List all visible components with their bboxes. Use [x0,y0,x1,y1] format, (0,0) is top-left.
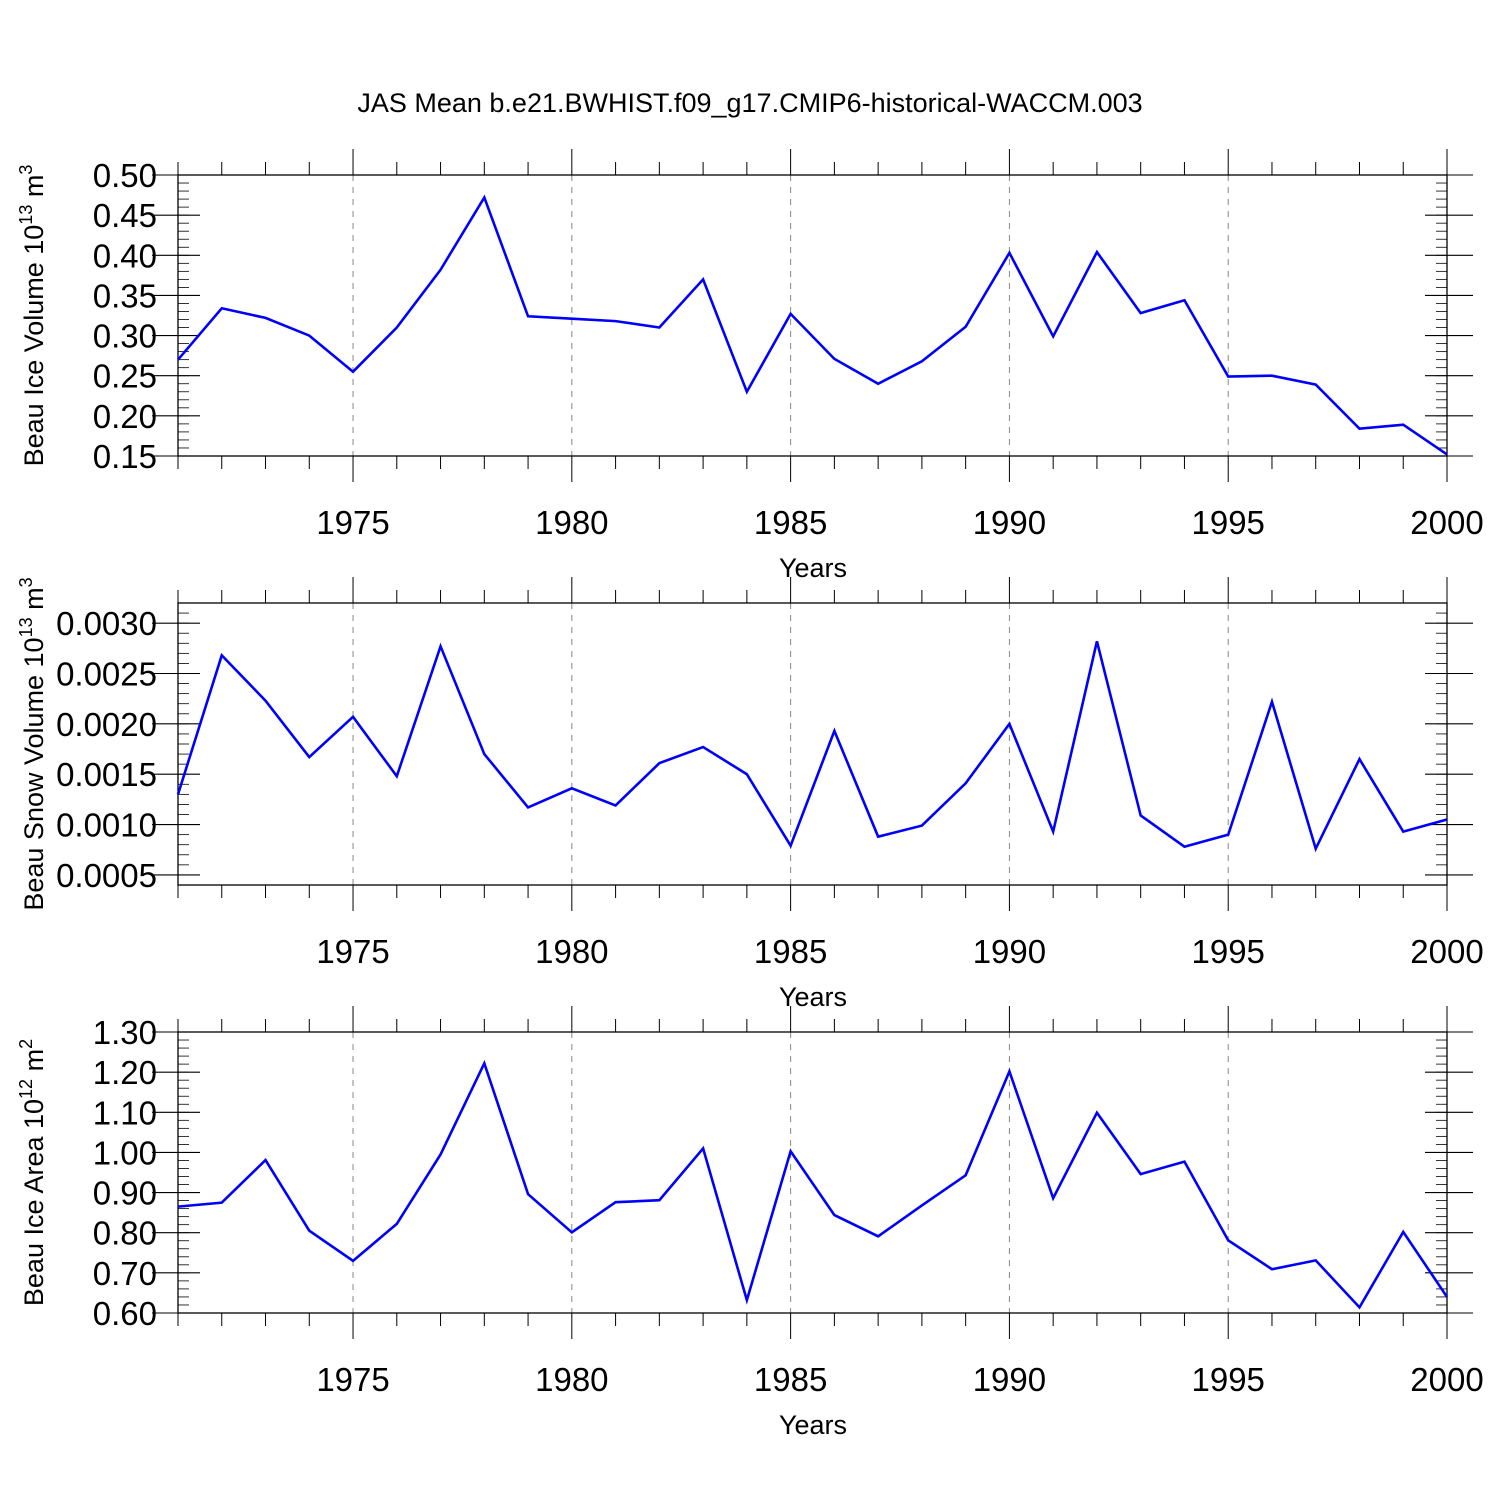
x-tick-label: 1975 [316,933,389,970]
y-tick-label: 1.20 [93,1054,157,1091]
x-tick-label: 1975 [316,504,389,541]
x-tick-label: 1990 [973,1361,1046,1398]
x-tick-label: 1995 [1191,933,1264,970]
x-tick-label: 1995 [1191,504,1264,541]
chart-panel-3: 0.600.700.800.90 1.001.101.201.30 1975 1980… [16,1006,1484,1440]
x-axis-label: Years [779,1410,847,1440]
x-axis-label: Years [779,553,847,583]
series-line [177,1059,1449,1310]
y-axis-label: Beau Snow Volume 1013 m3 [16,577,49,910]
y-tick-label: 0.90 [93,1175,157,1212]
y-tick-label: 1.30 [93,1014,157,1051]
x-tick-label: 2000 [1410,933,1483,970]
y-tick-label: 0.70 [93,1255,157,1292]
y-tick-label: 0.30 [93,318,157,355]
y-tick-label: 0.0030 [56,605,157,642]
x-tick-label: 1990 [973,933,1046,970]
plot-frame [177,174,1448,457]
x-tick-label: 1980 [535,1361,608,1398]
x-tick-label: 2000 [1410,1361,1483,1398]
y-tick-label: 0.0020 [56,706,157,743]
y-tick-label: 0.0005 [56,857,157,894]
x-tick-label: 1985 [754,933,827,970]
y-tick-label: 0.20 [93,398,157,435]
y-axis-label: Beau Ice Volume 1013 m3 [16,165,49,467]
x-tick-label: 1985 [754,1361,827,1398]
series-line [176,640,1448,853]
x-tick-label: 1980 [535,933,608,970]
y-tick-label: 0.45 [93,197,157,234]
y-tick-label: 0.0010 [56,807,157,844]
figure-title: JAS Mean b.e21.BWHIST.f09_g17.CMIP6-hist… [357,88,1142,118]
y-tick-label: 0.60 [93,1295,157,1332]
x-tick-label: 2000 [1410,504,1483,541]
plot-frame [177,602,1448,886]
y-tick-label: 1.00 [93,1134,157,1171]
x-tick-label: 1985 [754,504,827,541]
y-axis-label: Beau Ice Area 1012 m2 [16,1039,49,1306]
chart-panel-1: 0.150.200.250.30 0.350.400.450.50 1975 1980… [16,149,1484,583]
x-tick-label: 1995 [1191,1361,1264,1398]
y-tick-label: 0.25 [93,358,157,395]
series-line [177,194,1448,456]
panels: 0.150.200.250.30 0.350.400.450.50 1975 1980… [16,149,1484,1440]
x-axis-label: Years [779,982,847,1012]
x-tick-label: 1975 [316,1361,389,1398]
y-tick-label: 0.80 [93,1215,157,1252]
x-tick-label: 1980 [535,504,608,541]
y-tick-label: 1.10 [93,1094,157,1131]
plot-frame [177,1031,1448,1314]
chart-panel-2: 0.0005 0.0010 0.0015 0.0020 0.0025 0.0030 1975… [16,577,1484,1012]
x-tick-label: 1990 [973,504,1046,541]
y-tick-label: 0.35 [93,277,157,314]
y-tick-label: 0.0025 [56,656,157,693]
y-tick-label: 0.15 [93,438,157,475]
y-tick-label: 0.0015 [56,756,157,793]
y-tick-label: 0.50 [93,157,157,194]
y-tick-label: 0.40 [93,237,157,274]
